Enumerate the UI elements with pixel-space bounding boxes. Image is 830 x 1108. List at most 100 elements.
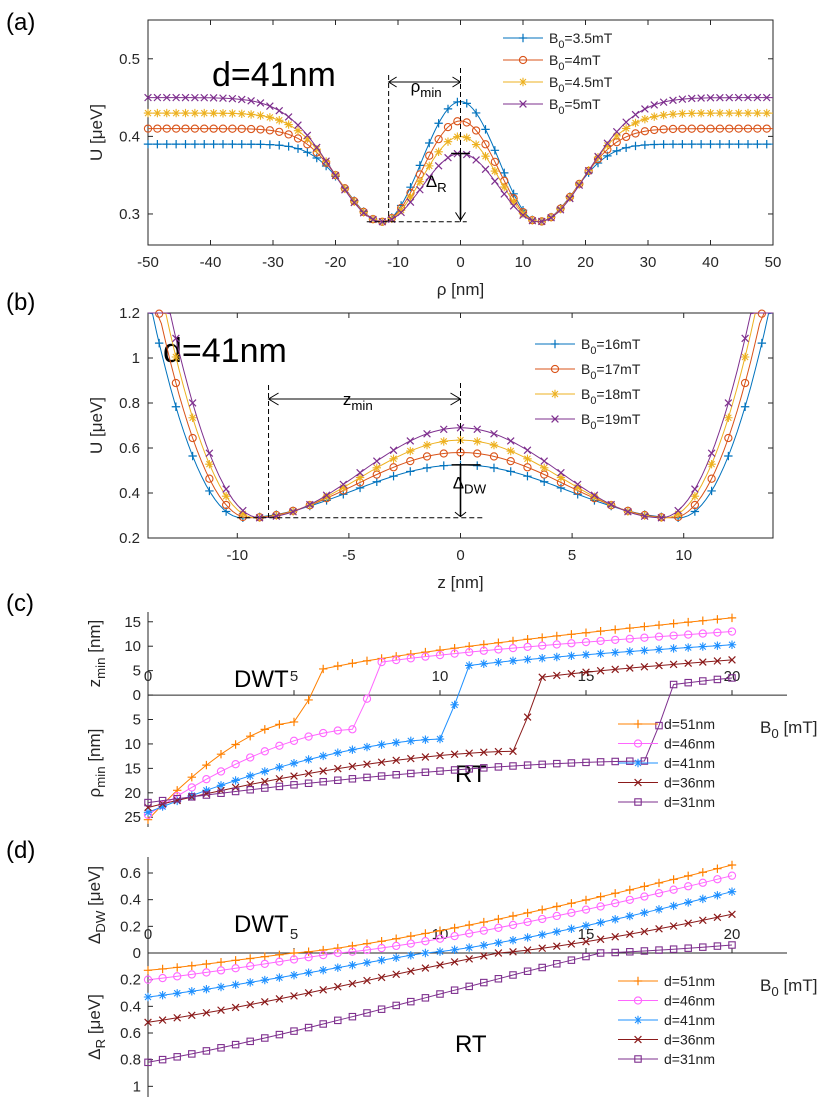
data-point: [416, 185, 424, 194]
data-point: [275, 957, 284, 966]
data-point: [684, 944, 692, 952]
data-point: [333, 963, 342, 972]
y-tick-label: 0.8: [119, 395, 140, 412]
data-point: [363, 760, 371, 769]
data-point: [479, 646, 488, 655]
data-point: [339, 480, 348, 489]
data-point: [508, 643, 518, 653]
data-point: [684, 882, 693, 891]
data-point: [173, 972, 182, 981]
data-point: [743, 124, 753, 133]
data-point: [727, 887, 737, 896]
data-point: [547, 213, 555, 222]
data-point: [422, 463, 432, 473]
data-point: [319, 751, 328, 761]
data-point: [275, 763, 284, 772]
data-point: [392, 934, 401, 943]
data-point: [246, 954, 255, 963]
data-point: [275, 116, 284, 125]
data-point: [611, 665, 620, 674]
data-point: [481, 151, 490, 161]
data-point: [626, 757, 634, 765]
data-point: [471, 108, 481, 118]
data-point: [741, 334, 749, 343]
data-point: [465, 943, 474, 952]
data-point: [494, 975, 503, 983]
data-point: [762, 108, 771, 118]
data-point: [406, 754, 415, 763]
data-point: [406, 446, 415, 456]
data-point: [435, 926, 445, 935]
data-point: [322, 491, 331, 500]
data-point: [172, 93, 180, 102]
data-point: [611, 932, 620, 941]
legend-label: d=31nm: [664, 1051, 715, 1067]
data-point: [640, 622, 649, 631]
data-point: [450, 643, 459, 653]
data-point: [306, 500, 314, 509]
data-point: [377, 758, 386, 767]
data-point: [377, 772, 386, 780]
data-point: [552, 671, 561, 680]
data-point: [480, 978, 488, 987]
data-point: [594, 152, 602, 161]
data-point: [425, 138, 434, 148]
x-tick-label: -50: [137, 254, 159, 271]
data-point: [363, 976, 371, 985]
data-point: [611, 899, 620, 908]
data-point: [622, 118, 630, 126]
data-point: [479, 748, 488, 757]
data-point: [690, 500, 700, 510]
x-tick-label: 20: [724, 668, 741, 685]
data-point: [363, 1009, 371, 1017]
legend-marker: [634, 798, 642, 806]
data-point: [725, 93, 734, 102]
data-point: [465, 982, 473, 991]
data-point: [439, 461, 448, 470]
data-point: [407, 997, 415, 1006]
data-point: [640, 140, 650, 150]
data-point: [406, 456, 415, 466]
data-point: [556, 205, 565, 214]
data-point: [706, 94, 715, 102]
data-point: [181, 139, 190, 149]
data-point: [205, 449, 214, 458]
data-point: [377, 955, 386, 965]
data-point: [626, 948, 634, 956]
data-point: [246, 1000, 255, 1009]
arrow-head: [450, 392, 462, 406]
data-point: [162, 108, 171, 118]
data-point: [284, 120, 293, 129]
x-axis-label: B0 [mT]: [760, 718, 817, 741]
data-point: [687, 109, 696, 118]
data-point: [415, 161, 425, 170]
data-point: [188, 451, 197, 461]
data-point: [275, 774, 284, 783]
data-point: [435, 947, 445, 956]
data-point: [462, 150, 471, 159]
data-point: [762, 124, 771, 133]
data-point: [162, 93, 171, 102]
data-point: [261, 1034, 269, 1042]
data-point: [654, 632, 664, 641]
data-point: [753, 139, 762, 149]
data-point: [231, 980, 240, 989]
data-point: [684, 871, 693, 881]
data-point: [275, 141, 284, 150]
panel-b: -10 -5 0 5 10 0.2 0.4 0.6 0.8 1 1.2 (b) z [nm] U [μeV…: [6, 289, 774, 592]
data-point: [724, 451, 733, 461]
data-point: [319, 728, 328, 738]
data-point: [389, 446, 398, 455]
data-point: [425, 161, 434, 171]
data-point: [707, 474, 716, 483]
delta-dw-label: ΔDW: [453, 474, 487, 497]
data-point: [607, 500, 615, 509]
data-point: [443, 137, 453, 146]
data-point: [348, 1012, 357, 1021]
data-point: [439, 437, 448, 446]
data-point: [290, 992, 298, 1000]
data-point: [237, 124, 246, 133]
data-point: [247, 97, 255, 105]
data-point: [728, 941, 736, 949]
x-tick-label: 10: [675, 547, 692, 564]
